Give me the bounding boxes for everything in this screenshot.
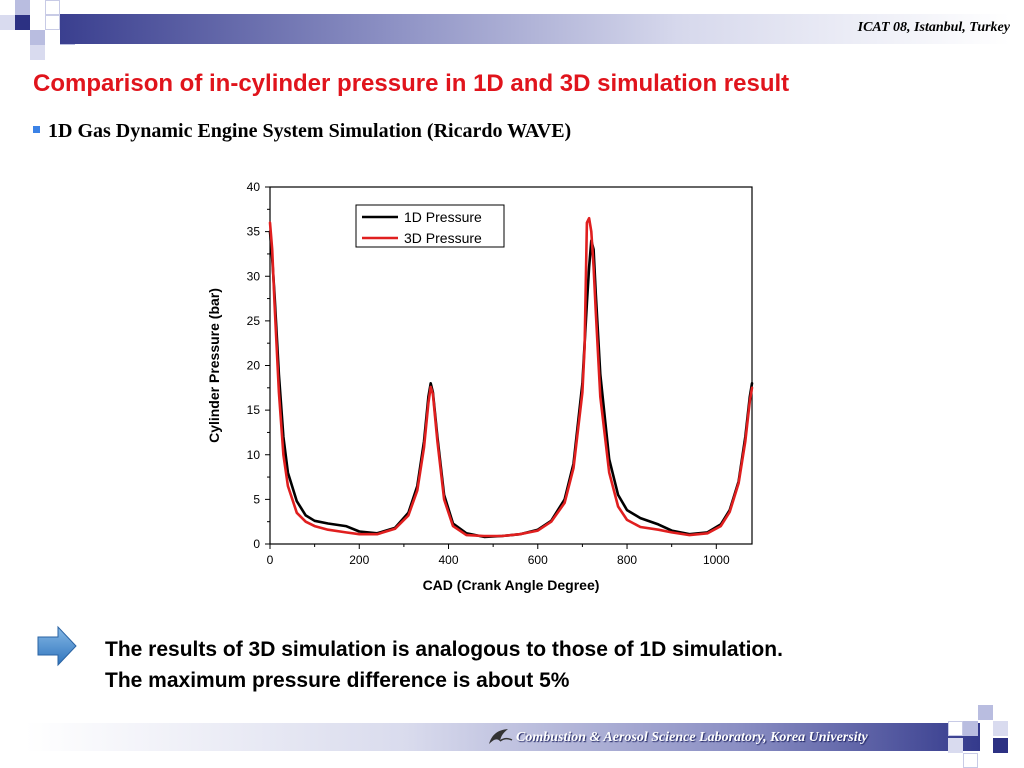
series-line-2 <box>268 216 754 538</box>
legend-box <box>355 204 505 248</box>
bullet-square-icon <box>33 126 40 134</box>
y-axis-label: Cylinder Pressure (bar) <box>206 288 222 443</box>
conference-label: ICAT 08, Istanbul, Turkey <box>857 20 1010 35</box>
corner-decoration-bottom <box>948 705 1024 768</box>
x-tick-label: 800 <box>617 553 637 567</box>
conclusion-line-1: The results of 3D simulation is analogou… <box>105 638 783 661</box>
header-bar <box>60 14 1010 44</box>
y-tick-label: 0 <box>253 537 260 551</box>
y-tick-label: 40 <box>247 180 261 194</box>
y-tick-label: 25 <box>247 314 261 328</box>
y-tick-label: 30 <box>247 269 261 283</box>
x-axis-label: CAD (Crank Angle Degree) <box>423 577 600 593</box>
x-tick-label: 1000 <box>703 553 730 567</box>
slide-title: Comparison of in-cylinder pressure in 1D… <box>33 70 790 97</box>
x-tick-label: 400 <box>439 553 459 567</box>
x-tick-label: 0 <box>267 553 274 567</box>
y-tick-label: 10 <box>247 448 261 462</box>
x-tick-label: 600 <box>528 553 548 567</box>
legend-label: 3D Pressure <box>404 230 482 246</box>
y-tick-label: 35 <box>247 225 261 239</box>
footer-bar <box>25 723 980 751</box>
conclusion-text: The results of 3D simulation is analogou… <box>105 634 783 696</box>
series-line-1 <box>268 230 754 539</box>
lab-name: Combustion & Aerosol Science Laboratory,… <box>516 730 868 745</box>
right-arrow-icon <box>37 625 77 667</box>
y-tick-label: 5 <box>253 492 260 506</box>
y-tick-label: 15 <box>247 403 261 417</box>
legend-label: 1D Pressure <box>404 209 482 225</box>
x-tick-label: 200 <box>349 553 369 567</box>
bullet-item: 1D Gas Dynamic Engine System Simulation … <box>33 120 571 143</box>
pressure-chart: 0 200 400 600 800 1000 0 5 10 15 20 25 30 35 40 CAD (Cr… <box>206 180 754 593</box>
bullet-text: 1D Gas Dynamic Engine System Simulation … <box>48 120 572 142</box>
lab-logo-icon <box>489 729 513 744</box>
y-tick-label: 20 <box>247 359 261 373</box>
plot-frame <box>269 186 753 545</box>
conclusion-line-2: The maximum pressure difference is about… <box>105 669 570 692</box>
